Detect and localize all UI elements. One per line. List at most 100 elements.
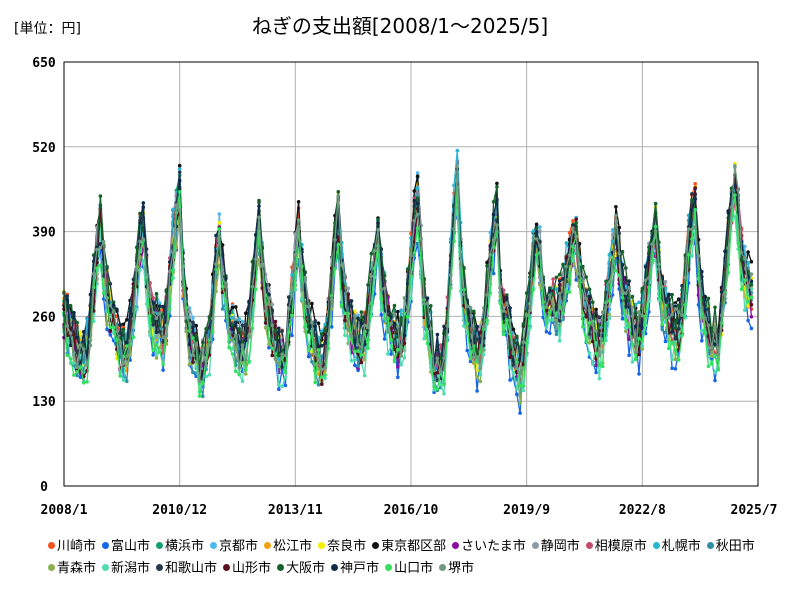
data-point [541, 300, 545, 304]
data-point [343, 318, 347, 323]
data-point [505, 318, 509, 322]
data-point [594, 363, 598, 368]
data-point [723, 293, 727, 297]
data-point [389, 338, 394, 342]
data-point [660, 327, 664, 332]
data-point [237, 340, 241, 344]
data-point [614, 205, 618, 209]
data-point [399, 316, 403, 320]
data-point [419, 237, 423, 241]
series-layer [62, 148, 754, 415]
data-point [247, 359, 251, 363]
legend-item: 奈良市 [318, 536, 366, 558]
legend-label: 神戸市 [340, 561, 380, 576]
data-point [534, 237, 539, 241]
data-point [557, 279, 562, 283]
data-point [544, 325, 549, 330]
data-point [548, 331, 552, 336]
data-point [187, 309, 192, 314]
data-point [194, 323, 198, 328]
data-point [326, 332, 331, 336]
data-point [154, 291, 159, 296]
data-point [485, 318, 489, 322]
data-point [356, 313, 360, 318]
data-point [620, 317, 625, 321]
data-point [567, 290, 572, 294]
data-point [101, 291, 106, 295]
data-point [673, 357, 678, 362]
data-point [438, 369, 443, 374]
data-point [627, 325, 631, 329]
data-point [402, 355, 407, 360]
data-point [329, 297, 334, 302]
data-point [515, 392, 519, 397]
data-point [187, 362, 192, 367]
data-point [396, 365, 400, 369]
data-point [270, 323, 275, 328]
data-point [574, 220, 578, 225]
data-point [584, 275, 588, 279]
data-point [115, 338, 119, 342]
data-point [306, 330, 311, 334]
data-point [422, 336, 427, 341]
data-point [733, 193, 737, 197]
legend-item: 秋田市 [706, 536, 755, 558]
data-point [567, 231, 572, 235]
data-point [693, 197, 697, 202]
legend-marker [531, 542, 539, 549]
data-point [478, 366, 483, 371]
data-point [392, 359, 397, 364]
data-point [633, 357, 638, 361]
data-point [207, 373, 212, 377]
data-point [584, 296, 588, 301]
data-point [495, 223, 499, 227]
data-point [270, 302, 275, 307]
data-point [429, 354, 433, 358]
data-point [591, 300, 595, 305]
data-point [91, 272, 96, 276]
data-point [263, 321, 268, 325]
data-point [680, 313, 684, 318]
data-point [584, 314, 588, 319]
data-point [627, 279, 631, 283]
data-point [148, 314, 152, 318]
data-point [643, 278, 648, 283]
data-point [617, 225, 621, 230]
data-point [528, 326, 532, 330]
legend-label: 東京都区部 [381, 539, 447, 554]
data-point [528, 308, 532, 313]
data-point [230, 305, 235, 310]
data-point [518, 371, 522, 376]
data-point [627, 353, 631, 358]
data-point [98, 194, 103, 198]
data-point [435, 332, 440, 337]
legend-label: 富山市 [111, 539, 151, 554]
data-point [75, 365, 79, 370]
data-point [653, 201, 658, 206]
data-point [336, 190, 341, 194]
data-point [554, 287, 559, 291]
data-point [610, 232, 615, 237]
data-point [505, 301, 509, 306]
legend-label: 青森市 [57, 561, 97, 576]
data-point [382, 317, 387, 321]
data-point [399, 354, 403, 358]
data-point [168, 307, 172, 311]
data-point [524, 291, 529, 295]
legend-marker [210, 542, 218, 549]
data-point [118, 322, 122, 327]
legend-marker [102, 564, 110, 571]
data-point [633, 324, 638, 329]
data-point [353, 314, 357, 318]
data-point [204, 364, 208, 368]
data-point [458, 263, 463, 267]
data-point [587, 308, 592, 313]
data-point [567, 253, 572, 257]
y-tick-label: 0 [40, 480, 48, 495]
data-point [630, 360, 635, 364]
data-point [115, 307, 119, 312]
data-point [108, 303, 113, 308]
data-point [746, 318, 750, 323]
data-point [739, 250, 744, 255]
data-point [154, 316, 159, 321]
